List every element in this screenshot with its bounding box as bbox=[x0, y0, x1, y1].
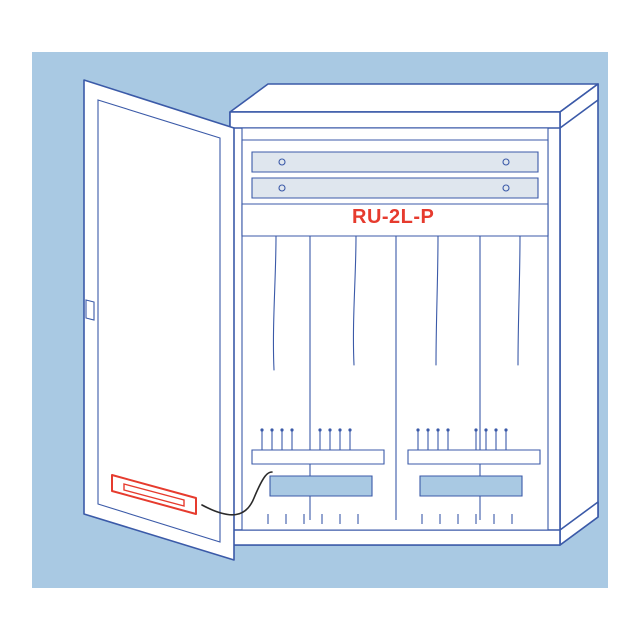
din-rail-bottom bbox=[252, 178, 538, 198]
stub-wire-tip-1-5 bbox=[484, 428, 487, 431]
stub-wire-tip-1-2 bbox=[436, 428, 439, 431]
stub-wire-tip-0-0 bbox=[260, 428, 263, 431]
cabinet-top-poly bbox=[230, 84, 598, 112]
bottom-rail-1 bbox=[408, 450, 540, 464]
stub-wire-tip-0-6 bbox=[338, 428, 341, 431]
terminal-window-0 bbox=[270, 476, 372, 496]
stub-wire-tip-0-2 bbox=[280, 428, 283, 431]
cabinet-diagram: RU-2L-P bbox=[20, 20, 620, 620]
product-model-label: RU-2L-P bbox=[352, 206, 434, 229]
stub-wire-tip-1-6 bbox=[494, 428, 497, 431]
cabinet-top-lip-front bbox=[230, 112, 560, 128]
cabinet-side-poly bbox=[560, 84, 598, 545]
stub-wire-tip-1-4 bbox=[474, 428, 477, 431]
stub-wire-tip-0-5 bbox=[328, 428, 331, 431]
stub-wire-tip-1-7 bbox=[504, 428, 507, 431]
stub-wire-tip-1-1 bbox=[426, 428, 429, 431]
bottom-rail-0 bbox=[252, 450, 384, 464]
stub-wire-tip-1-3 bbox=[446, 428, 449, 431]
stub-wire-tip-0-3 bbox=[290, 428, 293, 431]
cabinet-front-sill bbox=[230, 530, 560, 545]
stub-wire-tip-0-7 bbox=[348, 428, 351, 431]
door-latch bbox=[86, 300, 94, 320]
stub-wire-tip-0-4 bbox=[318, 428, 321, 431]
diagram-svg bbox=[20, 20, 620, 620]
terminal-window-1 bbox=[420, 476, 522, 496]
stub-wire-tip-0-1 bbox=[270, 428, 273, 431]
stub-wire-tip-1-0 bbox=[416, 428, 419, 431]
din-rail-top bbox=[252, 152, 538, 172]
